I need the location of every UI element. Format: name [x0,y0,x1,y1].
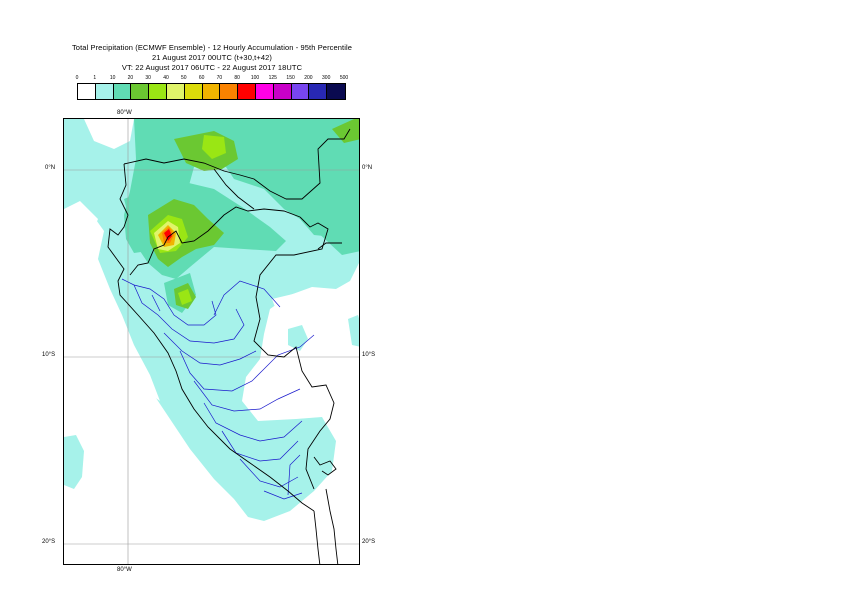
legend-threshold-label: 150 [286,75,295,81]
precip-area-red [164,229,172,241]
lon-label-top: 80°W [117,110,132,116]
legend-swatch [149,84,167,99]
lat-label-right: 0°N [362,165,373,171]
legend-threshold-label: 200 [304,75,313,81]
legend-swatch [184,84,203,99]
legend-swatch [255,84,274,99]
legend-threshold-label: 60 [198,75,205,81]
precip-area-green [332,119,359,143]
precip-area-yellowgreen [178,289,192,305]
precip-area-light [348,315,359,347]
lat-label-right: 20°S [362,539,376,545]
dry-area [84,119,134,149]
lat-label-right: 10°S [362,352,376,358]
color-legend [77,83,346,100]
legend-threshold-label: 0 [75,75,79,81]
precip-area-light [64,435,84,489]
legend-threshold-label: 80 [234,75,240,81]
legend-swatch [166,84,185,99]
legend-threshold-label: 30 [145,75,151,81]
lat-label-left: 20°S [42,539,56,545]
legend-swatch [202,84,221,99]
legend-swatch [309,84,328,99]
legend-swatch [95,84,114,99]
precip-area-light [288,325,308,351]
legend-threshold-label: 1 [93,75,97,81]
legend-threshold-label: 125 [268,75,277,81]
legend-threshold-label: 300 [322,75,331,81]
region-boundaries [121,278,315,500]
precip-area-yellowgreen [202,135,226,159]
valid-time: VT: 22 August 2017 06UTC - 22 August 201… [121,63,303,72]
legend-swatch [220,84,239,99]
legend-threshold-label: 40 [163,75,169,81]
legend-threshold-labels: 0 1 10 20 30 40 50 60 70 80 100 125 150 200 300 500 [0,75,424,83]
legend-swatch [327,84,345,99]
precipitation-map [63,118,360,565]
legend-threshold-label: 20 [127,75,134,81]
legend-swatch [78,84,96,99]
legend-threshold-label: 10 [109,75,116,81]
legend-threshold-label: 100 [250,75,260,81]
legend-swatch [291,84,310,99]
precip-area-medium [314,215,359,255]
legend-swatch [113,84,132,99]
legend-swatch [238,84,256,99]
legend-threshold-label: 50 [181,75,187,81]
legend-swatch [273,84,292,99]
base-time: 21 August 2017 00UTC (t+30,t+42) [152,53,272,62]
legend-threshold-label: 70 [216,75,223,81]
dry-area [272,289,326,319]
country-borders [107,128,351,564]
lat-label-left: 10°S [42,352,56,358]
map-canvas [64,119,359,564]
chart-title: Total Precipitation (ECMWF Ensemble) - 1… [71,43,353,52]
lon-label-bottom: 80°W [117,567,132,573]
legend-threshold-label: 500 [339,75,349,81]
dry-area [64,211,160,401]
legend-swatch [131,84,150,99]
lat-label-left: 0°N [45,165,56,171]
